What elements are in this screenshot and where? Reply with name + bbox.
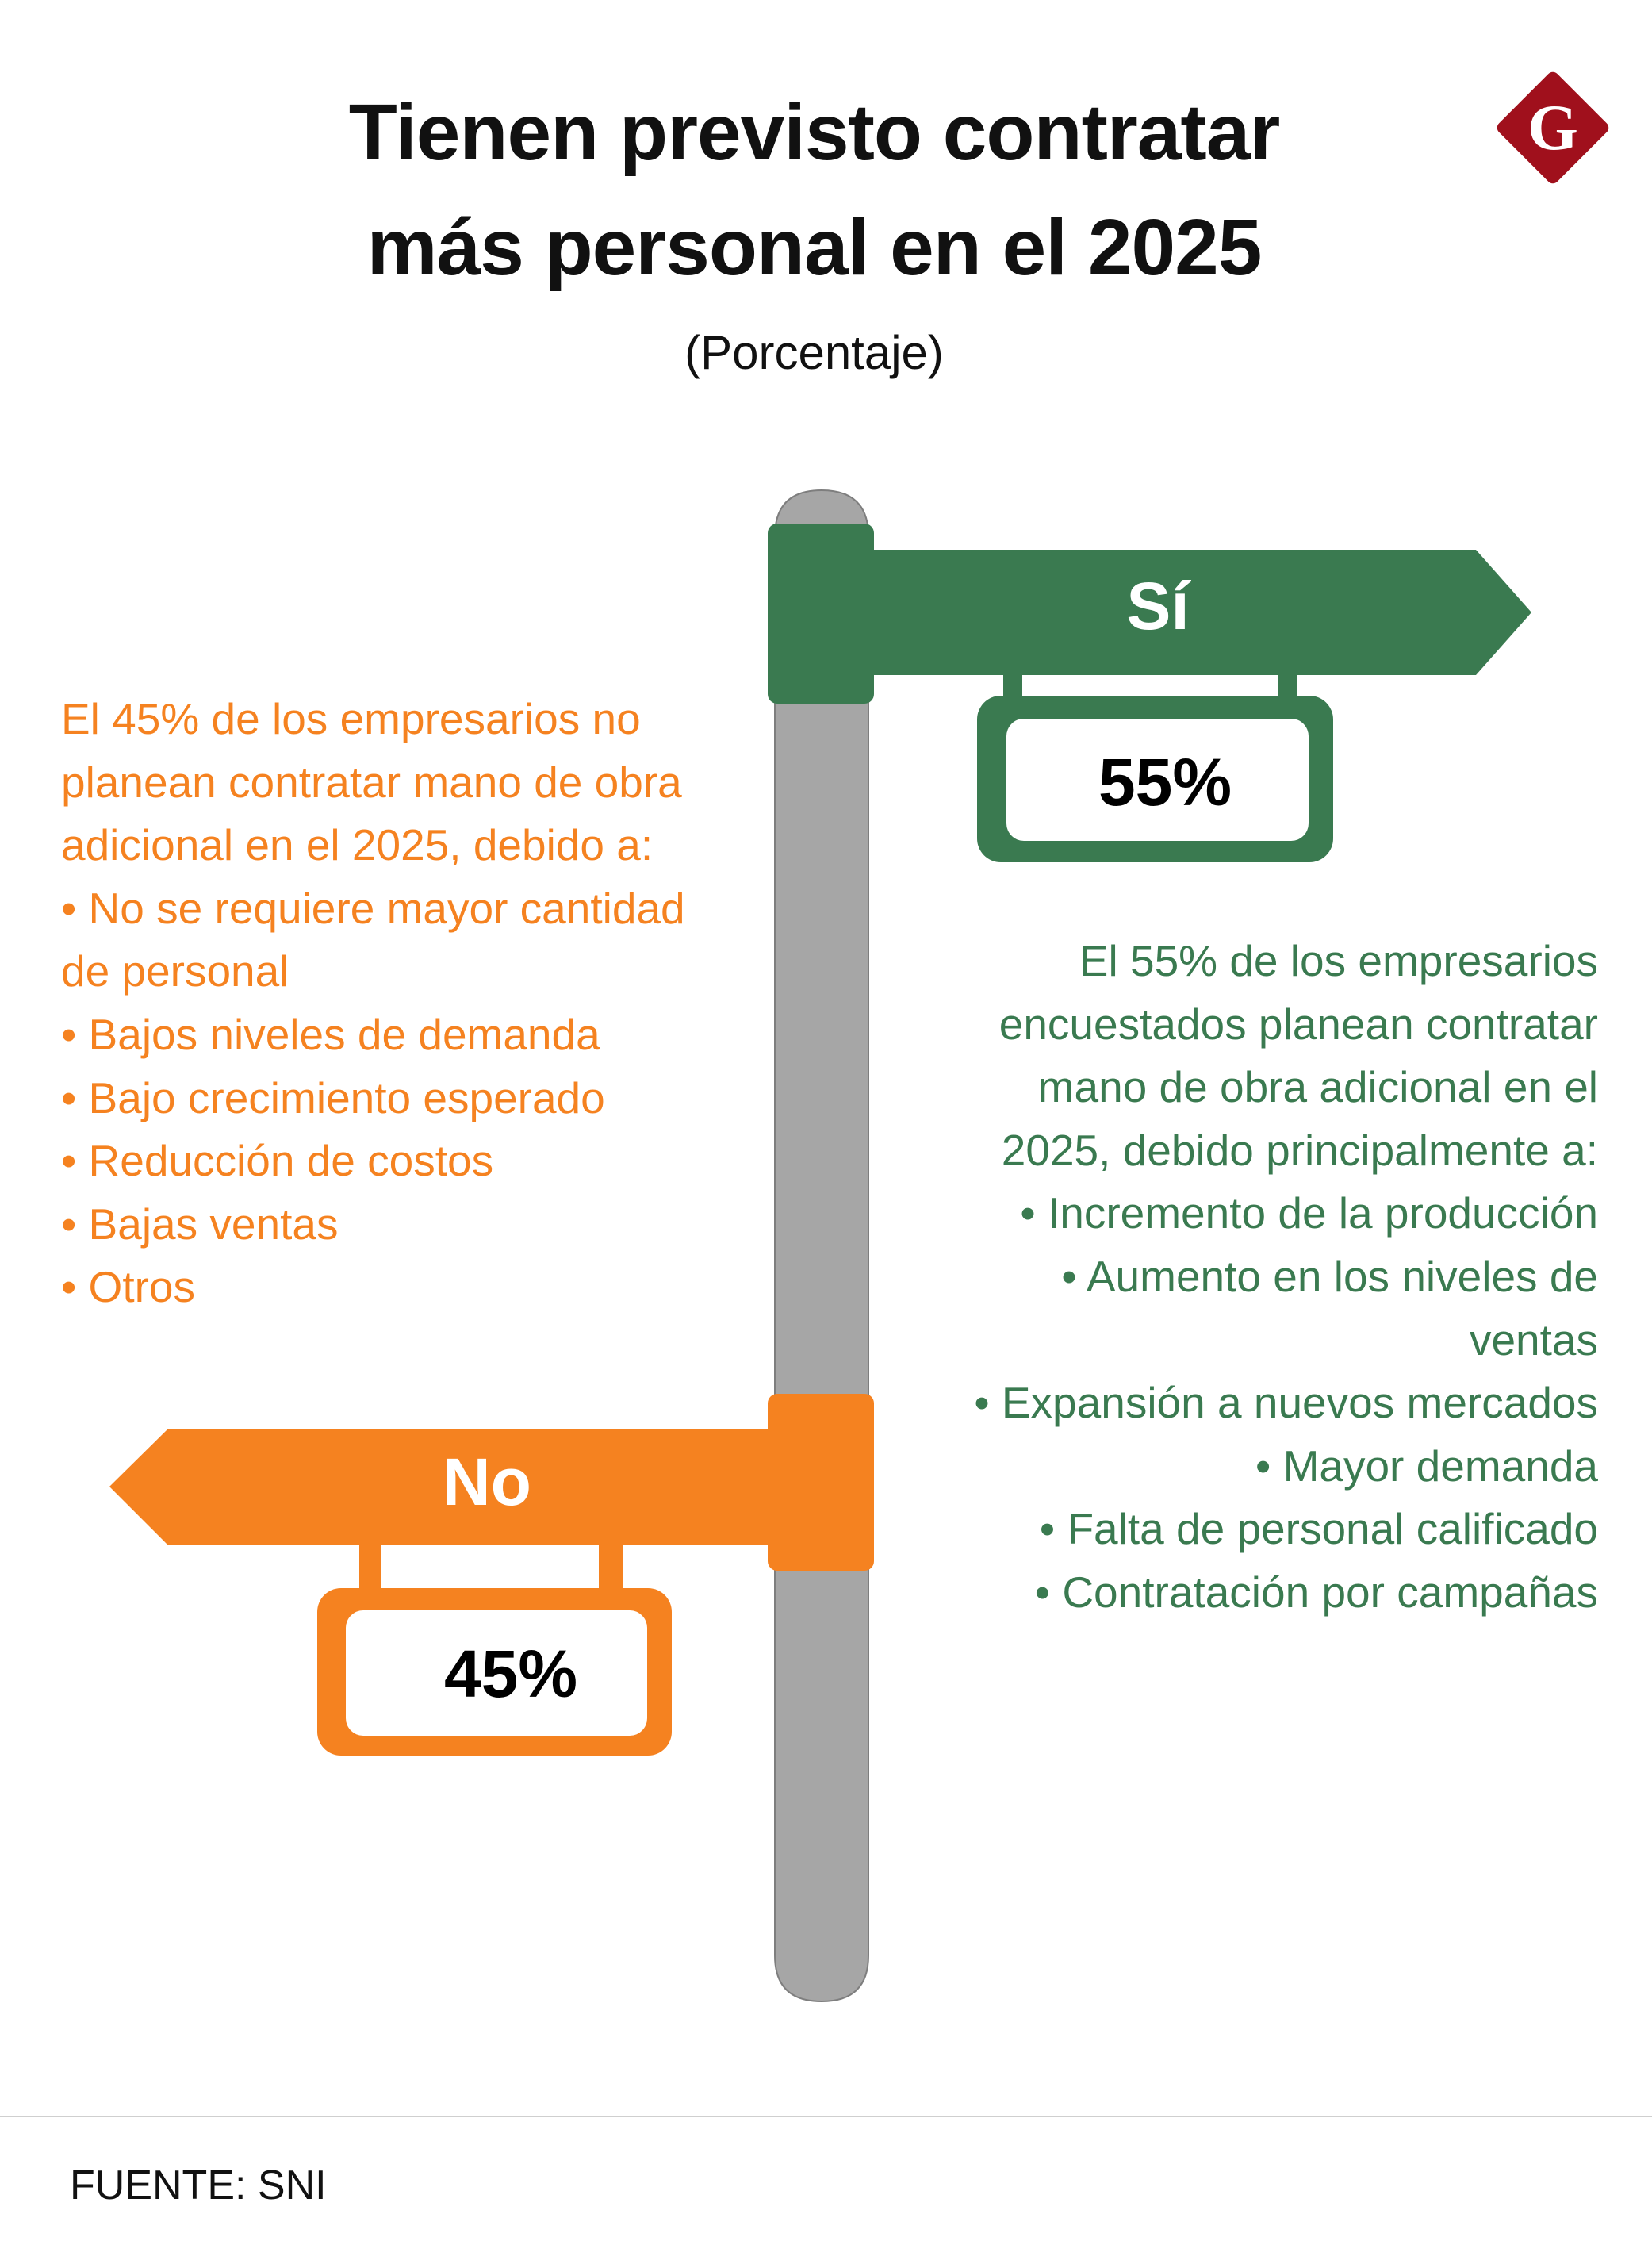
no-reason-item: • Bajos niveles de demanda (61, 1009, 600, 1059)
yes-reasons: El 55% de los empresarios encuestados pl… (952, 930, 1598, 1625)
no-hanger-left (359, 1545, 381, 1591)
subtitle: (Porcentaje) (684, 326, 944, 379)
yes-reason-item: • Incremento de la producción (1020, 1188, 1598, 1238)
yes-reason-item: • Mayor demanda (1255, 1441, 1598, 1491)
no-reason-item: • No se requiere mayor cantidad de perso… (61, 883, 685, 996)
footer-divider (0, 2116, 1652, 2117)
no-label: No (443, 1445, 531, 1519)
yes-collar (768, 524, 874, 704)
yes-reason-item: • Falta de personal calificado (1039, 1504, 1598, 1554)
yes-value-panel (1006, 719, 1309, 841)
yes-reason-item: • Contratación por campañas (1034, 1567, 1598, 1617)
no-reasons: El 45% de los empresarios no planean con… (61, 688, 719, 1319)
yes-label: Sí (1126, 569, 1190, 643)
no-reason-item: • Bajo crecimiento esperado (61, 1073, 605, 1122)
logo-letter: G (1527, 91, 1578, 163)
page-title: Tienen previsto contratar más personal e… (0, 75, 1652, 305)
no-intro: El 45% de los empresarios no planean con… (61, 694, 682, 870)
no-value: 45% (443, 1637, 578, 1711)
yes-arrow (868, 550, 1531, 675)
yes-reason-item: • Expansión a nuevos mercados (974, 1378, 1598, 1428)
source-note: FUENTE: SNI (70, 2162, 327, 2208)
no-arrow (109, 1429, 768, 1545)
no-hanger-right (599, 1545, 623, 1591)
title-line-2: más personal en el 2025 (366, 203, 1263, 292)
no-reason-item: • Bajas ventas (61, 1199, 339, 1249)
logo-diamond (1497, 71, 1609, 184)
yes-sign (768, 524, 1531, 862)
no-reason-item: • Reducción de costos (61, 1136, 494, 1186)
title-line-1: Tienen previsto contratar (348, 88, 1281, 177)
no-collar (768, 1394, 874, 1571)
no-sign (109, 1394, 874, 1756)
logo: G (1497, 71, 1609, 184)
signpost-pole (774, 489, 869, 2003)
yes-intro: El 55% de los empresarios encuestados pl… (998, 936, 1598, 1175)
no-value-panel (346, 1610, 647, 1736)
yes-value: 55% (1098, 745, 1232, 819)
no-reason-item: • Otros (61, 1262, 196, 1312)
yes-reason-item: • Aumento en los niveles de ventas (1061, 1251, 1598, 1364)
